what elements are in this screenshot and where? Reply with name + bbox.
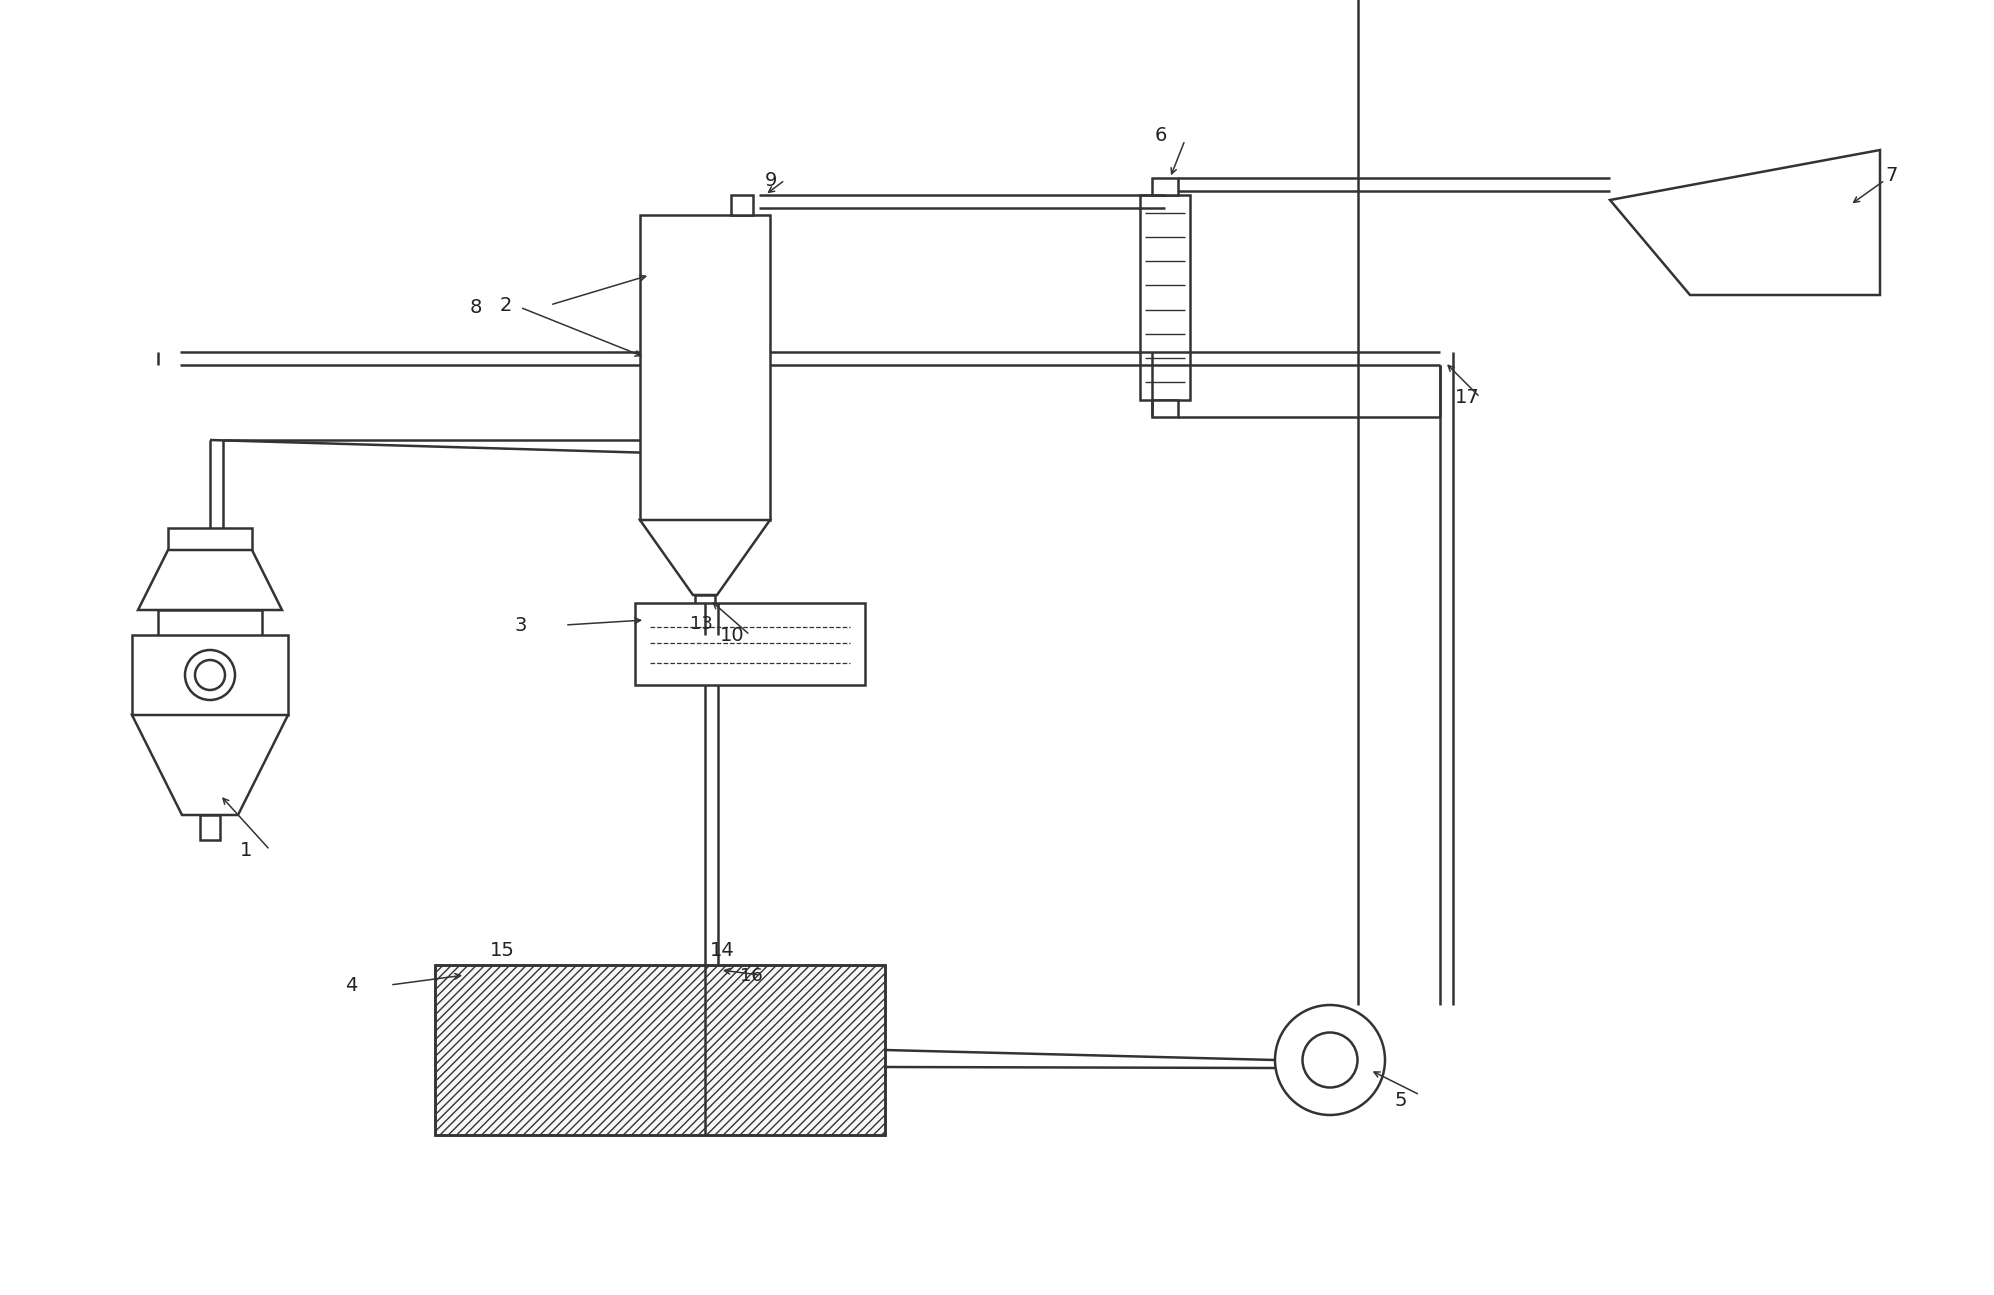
Bar [199, 815, 219, 840]
Circle shape [185, 650, 235, 701]
Bar [640, 215, 770, 521]
Circle shape [1302, 1032, 1358, 1088]
Bar [158, 610, 261, 637]
Text: 9: 9 [766, 171, 778, 190]
Polygon shape [132, 715, 287, 815]
Text: 3: 3 [514, 616, 526, 635]
Bar [435, 965, 885, 1134]
Text: 5: 5 [1396, 1090, 1408, 1110]
Bar [1153, 400, 1178, 417]
Bar [732, 196, 754, 215]
Polygon shape [640, 521, 770, 594]
Text: 16: 16 [740, 967, 764, 985]
Polygon shape [138, 550, 281, 610]
Bar [435, 965, 885, 1134]
Text: 4: 4 [345, 976, 357, 995]
Text: 14: 14 [710, 941, 734, 960]
Bar [1153, 177, 1178, 196]
Text: 13: 13 [690, 615, 714, 633]
Circle shape [195, 660, 225, 690]
Bar [132, 635, 287, 715]
Text: 7: 7 [1884, 166, 1898, 185]
Bar [696, 594, 716, 635]
Bar [634, 603, 865, 685]
Text: 17: 17 [1456, 388, 1480, 407]
Text: 15: 15 [491, 941, 514, 960]
Text: 2: 2 [500, 297, 512, 315]
Text: 10: 10 [720, 625, 744, 645]
Bar [1141, 196, 1190, 400]
Text: 8: 8 [471, 298, 483, 317]
Polygon shape [1609, 150, 1880, 295]
Bar [167, 528, 251, 550]
Circle shape [1274, 1005, 1386, 1115]
Text: 1: 1 [239, 840, 253, 860]
Text: 6: 6 [1155, 126, 1166, 145]
